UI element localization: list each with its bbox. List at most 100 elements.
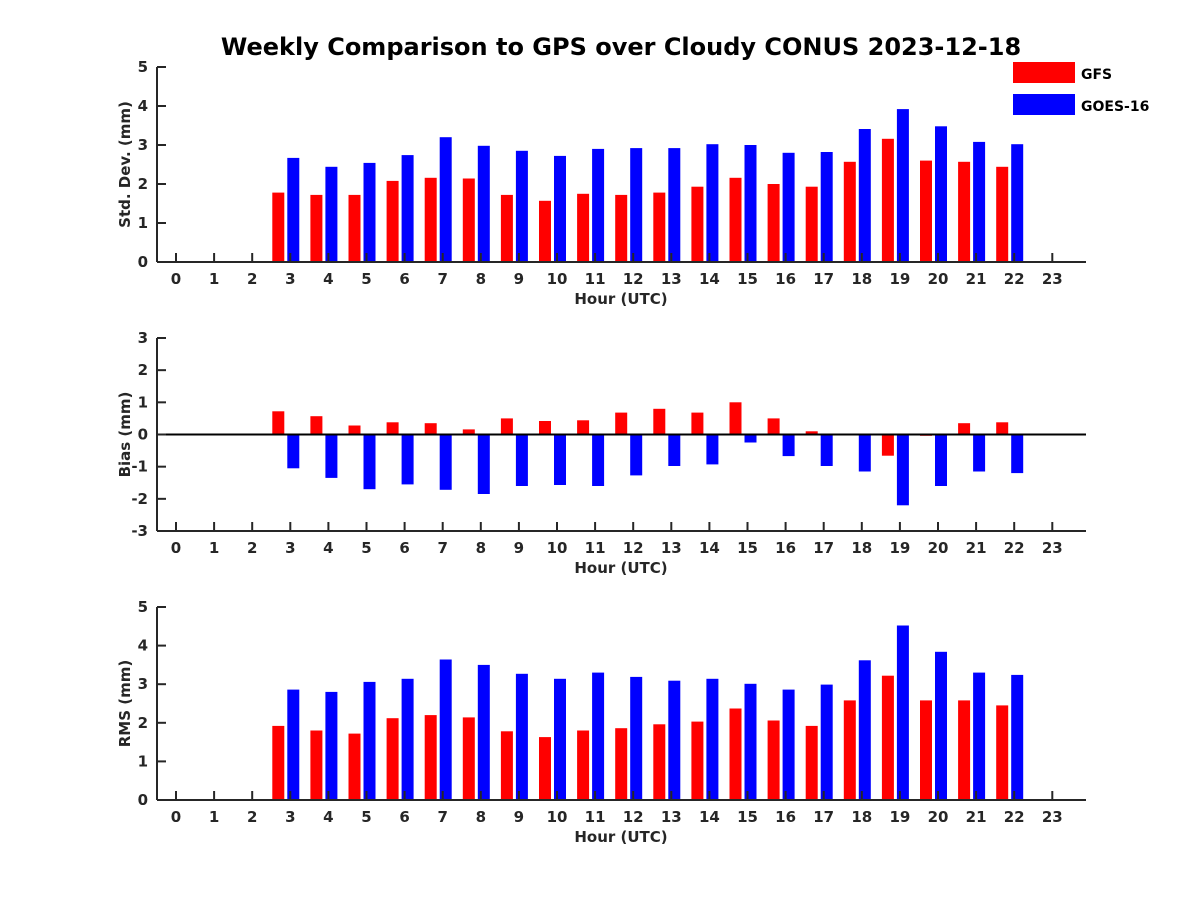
std-dev-xtick-label: 12 (623, 270, 644, 288)
rms-xtick-label: 8 (476, 808, 486, 826)
rms-bar-gfs-16 (767, 720, 780, 800)
std-dev-bar-gfs-12 (615, 194, 628, 262)
std-dev-ytick-label: 1 (138, 214, 148, 232)
rms-bar-goes16-5 (363, 681, 376, 800)
rms-xtick-label: 19 (889, 808, 910, 826)
bias-xtick-label: 14 (699, 539, 720, 557)
bias-xtick-label: 5 (361, 539, 371, 557)
std-dev-xtick-label: 1 (209, 270, 219, 288)
bias-bar-goes16-9 (515, 434, 528, 486)
rms-ytick-label: 5 (138, 598, 148, 616)
rms-xtick-label: 21 (966, 808, 987, 826)
bias-xtick-label: 19 (889, 539, 910, 557)
rms-xtick-label: 4 (323, 808, 333, 826)
rms-bar-gfs-11 (577, 730, 590, 800)
std-dev-y-axis-label: Std. Dev. (mm) (116, 101, 134, 228)
rms-bar-goes16-12 (630, 676, 643, 800)
bias-xtick-label: 0 (171, 539, 181, 557)
rms-xtick-label: 16 (775, 808, 796, 826)
std-dev-bar-goes16-4 (325, 166, 338, 262)
rms-bar-gfs-8 (462, 717, 475, 800)
rms-bar-goes16-13 (668, 680, 681, 800)
rms-xtick-label: 17 (813, 808, 834, 826)
std-dev-xtick-label: 11 (585, 270, 606, 288)
legend-swatch-gfs (1013, 62, 1075, 83)
std-dev-ytick-label: 4 (138, 97, 148, 115)
std-dev-xtick-label: 6 (399, 270, 409, 288)
rms-bar-gfs-3 (272, 725, 285, 800)
bias-xtick-label: 4 (323, 539, 333, 557)
rms-bar-goes16-8 (477, 664, 490, 800)
rms-bar-gfs-10 (539, 737, 551, 800)
rms-xtick-label: 7 (437, 808, 447, 826)
std-dev-xtick-label: 5 (361, 270, 371, 288)
bias-bar-gfs-11 (577, 420, 590, 435)
chart-title: Weekly Comparison to GPS over Cloudy CON… (221, 33, 1021, 61)
bias-xtick-label: 15 (737, 539, 758, 557)
rms-bar-gfs-18 (843, 700, 856, 800)
bias-bar-goes16-4 (325, 434, 338, 478)
bias-ytick-label: -2 (131, 490, 148, 508)
std-dev-bar-goes16-3 (287, 157, 300, 262)
rms-xtick-label: 18 (851, 808, 872, 826)
std-dev-xtick-label: 9 (514, 270, 524, 288)
bias-bar-gfs-5 (348, 425, 361, 435)
rms-bar-gfs-17 (805, 725, 818, 800)
bias-xtick-label: 16 (775, 539, 796, 557)
std-dev-bar-gfs-4 (310, 194, 323, 262)
bias-xtick-label: 2 (247, 539, 257, 557)
std-dev-bar-gfs-5 (348, 194, 361, 262)
bias-bar-goes16-7 (439, 434, 452, 490)
rms-bar-goes16-17 (820, 684, 833, 800)
bias-bar-goes16-13 (668, 434, 681, 466)
rms-ytick-label: 3 (138, 675, 148, 693)
bias-xtick-label: 17 (813, 539, 834, 557)
bias-bar-goes16-8 (477, 434, 490, 494)
bias-bar-goes16-16 (782, 434, 795, 457)
rms-xtick-label: 13 (661, 808, 682, 826)
rms-xtick-label: 2 (247, 808, 257, 826)
std-dev-xtick-label: 10 (547, 270, 568, 288)
bias-xtick-label: 8 (476, 539, 486, 557)
std-dev-bar-goes16-21 (973, 141, 986, 262)
rms-bar-goes16-9 (515, 673, 528, 800)
bias-bar-goes16-11 (592, 434, 605, 486)
std-dev-bar-gfs-17 (805, 186, 818, 262)
std-dev-xtick-label: 15 (737, 270, 758, 288)
bias-ytick-label: 3 (138, 329, 148, 347)
rms-xtick-label: 23 (1042, 808, 1063, 826)
rms-xtick-label: 14 (699, 808, 720, 826)
bias-xtick-label: 7 (437, 539, 447, 557)
bias-bar-gfs-9 (500, 418, 513, 435)
bias-bar-goes16-19 (896, 434, 909, 506)
std-dev-bar-goes16-16 (782, 152, 795, 262)
std-dev-xtick-label: 22 (1004, 270, 1025, 288)
rms-bar-gfs-19 (881, 675, 894, 800)
std-dev-bar-gfs-11 (577, 193, 590, 263)
std-dev-bar-goes16-8 (477, 145, 490, 262)
bias-bar-goes16-6 (401, 434, 414, 485)
rms-bar-goes16-10 (554, 678, 566, 800)
bias-xtick-label: 9 (514, 539, 524, 557)
std-dev-ytick-label: 5 (138, 58, 148, 76)
bias-xtick-label: 22 (1004, 539, 1025, 557)
rms-bar-goes16-7 (439, 659, 452, 800)
std-dev-bar-goes16-5 (363, 162, 376, 262)
bias-bar-goes16-3 (287, 434, 300, 469)
std-dev-bar-gfs-16 (767, 184, 780, 262)
bias-xtick-label: 3 (285, 539, 295, 557)
bias-xtick-label: 21 (966, 539, 987, 557)
bias-bar-gfs-15 (729, 402, 742, 435)
bias-xtick-label: 23 (1042, 539, 1063, 557)
rms-bar-gfs-12 (615, 728, 628, 800)
std-dev-bar-gfs-8 (462, 178, 475, 262)
bias-xtick-label: 18 (851, 539, 872, 557)
std-dev-bar-gfs-21 (958, 161, 971, 262)
rms-bar-goes16-6 (401, 678, 414, 800)
std-dev-bar-goes16-11 (592, 148, 605, 262)
bias-ytick-label: 2 (138, 361, 148, 379)
bias-bar-gfs-22 (996, 422, 1009, 435)
std-dev-xtick-label: 16 (775, 270, 796, 288)
bias-xtick-label: 12 (623, 539, 644, 557)
